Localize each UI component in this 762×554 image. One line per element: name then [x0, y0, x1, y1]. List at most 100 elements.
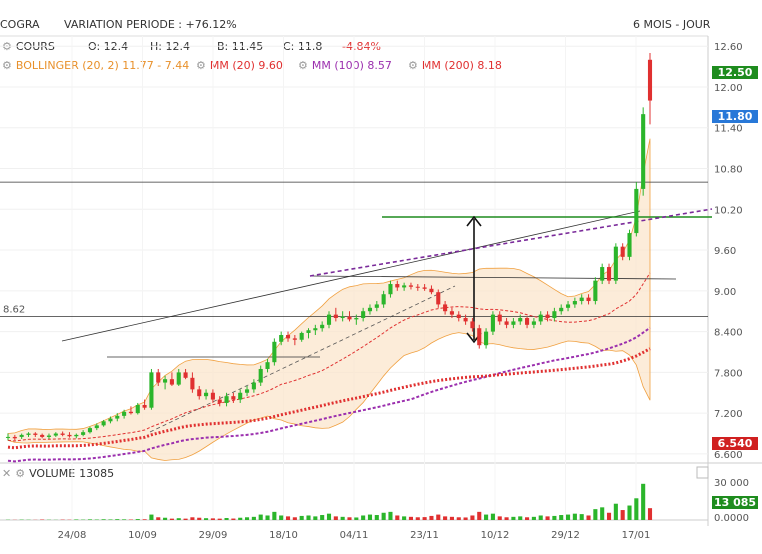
x-tick-label: 18/10 [269, 530, 298, 541]
candle-body [53, 433, 58, 436]
gear-icon[interactable]: ⚙ [408, 59, 418, 72]
volume-bar [490, 513, 495, 520]
y-tick-label: 8.400 [714, 328, 743, 339]
volume-bar [265, 515, 270, 520]
volume-bar [169, 518, 174, 520]
legend-mm200: ⚙ MM (200) 8.18 [408, 59, 502, 72]
candle-body [361, 311, 366, 319]
candle-body [504, 321, 509, 325]
x-tick-label: 04/11 [340, 530, 369, 541]
candle-body [572, 301, 577, 305]
volume-bar [340, 516, 345, 520]
y-tick-label: 7.800 [714, 368, 743, 379]
volume-bar [402, 516, 407, 520]
gear-icon[interactable]: ⚙ [298, 59, 308, 72]
candle-body [74, 434, 79, 437]
volume-bar [285, 516, 291, 520]
legend-bollinger: ⚙ BOLLINGER (20, 2) 11.77 - 7.44 [2, 59, 189, 72]
y-tick-label: 10.20 [714, 205, 743, 216]
volume-bar [197, 517, 202, 520]
volume-bar [593, 509, 598, 520]
candle-body [333, 314, 338, 319]
candle-body [156, 372, 161, 383]
x-tick-label: 10/12 [481, 530, 510, 541]
candle-body [197, 389, 202, 397]
close-price-badge: 11.80 [712, 110, 758, 123]
volume-bar [408, 516, 414, 520]
candle-body [443, 304, 448, 312]
volume-bar [135, 519, 140, 520]
volume-bar [531, 516, 536, 520]
candle-body [347, 316, 352, 320]
candle-body [19, 434, 24, 437]
candle-body [477, 328, 482, 346]
mm20-label: MM (20) 9.60 [209, 59, 283, 72]
volume-bar [586, 515, 591, 520]
candle-body [33, 433, 38, 435]
volume-label: VOLUME [29, 467, 76, 480]
candle-body [641, 114, 646, 189]
candle-body [238, 392, 243, 400]
candle-body [388, 284, 393, 295]
volume-bar [422, 517, 427, 520]
candle-body [531, 321, 536, 325]
candle-body [402, 285, 407, 288]
volume-bar [511, 516, 516, 520]
candle-body [115, 415, 120, 419]
candle-body [163, 379, 168, 383]
volume-bar [641, 483, 646, 520]
candle-body [606, 267, 612, 281]
gear-icon[interactable]: ⚙ [196, 59, 206, 72]
candle-body [456, 314, 461, 319]
candle-body [258, 368, 263, 383]
candle-body [429, 288, 434, 293]
candle-body [593, 280, 598, 302]
period-label[interactable]: 6 MOIS - JOUR [633, 18, 711, 31]
candle-body [299, 332, 304, 340]
candle-body [5, 436, 11, 438]
candle-body [306, 330, 311, 333]
y-tick-label: 9.60 [714, 246, 736, 257]
candle-body [600, 267, 605, 281]
candle-body [579, 297, 584, 302]
candle-body [251, 382, 256, 390]
legend-mm20: ⚙ MM (20) 9.60 [196, 59, 283, 72]
gear-icon[interactable]: ⚙ [15, 467, 26, 480]
mm100-label: MM (100) 8.57 [311, 59, 392, 72]
volume-bar [436, 514, 441, 520]
volume-tick-label: 30 000 [714, 478, 749, 489]
candle-body [326, 314, 332, 325]
volume-bar [306, 515, 311, 520]
candle-body [135, 404, 140, 414]
volume-bar [354, 517, 359, 520]
volume-bar [634, 498, 639, 520]
volume-tick-label: 0.0000 [714, 513, 749, 524]
candle-body [525, 318, 530, 325]
volume-bar [74, 519, 79, 520]
volume-bar [361, 515, 366, 520]
volume-bar [163, 517, 168, 520]
candle-body [26, 433, 31, 435]
volume-bar [224, 518, 229, 520]
volume-bar [87, 519, 93, 520]
candle-body [354, 318, 359, 320]
volume-bar [572, 513, 577, 520]
candle-body [108, 418, 113, 422]
candle-body [313, 328, 318, 331]
legend-volume: ✕ ⚙ VOLUME 13085 [2, 467, 114, 480]
channel-upper-line [309, 208, 713, 277]
candle-body [367, 307, 373, 312]
candle-body [292, 338, 297, 340]
volume-bar [258, 514, 263, 520]
candle-body [60, 433, 65, 435]
volume-bar [525, 517, 530, 520]
volume-bar [449, 516, 454, 520]
y-tick-label: 9.00 [714, 287, 736, 298]
volume-bar [320, 515, 325, 520]
candle-body [490, 314, 495, 332]
gear-icon[interactable]: ⚙ [2, 59, 12, 72]
close-icon[interactable]: ✕ [2, 467, 12, 480]
candle-body [183, 372, 188, 378]
candle-body [285, 335, 291, 339]
